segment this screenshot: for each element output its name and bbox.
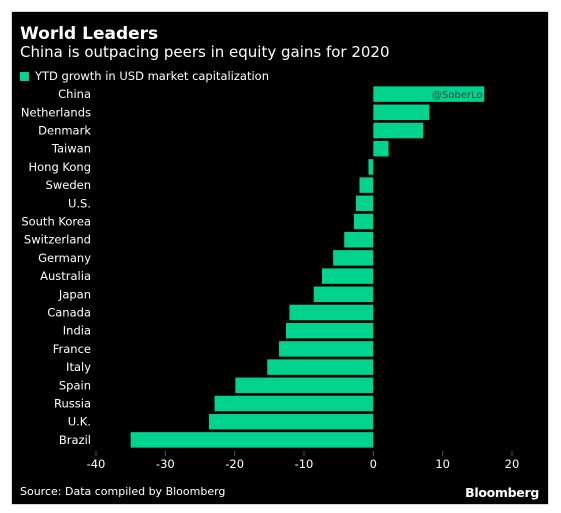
bar [359, 177, 374, 193]
category-label: Sweden [46, 178, 91, 192]
category-label: Australia [40, 269, 91, 283]
category-label: India [63, 324, 91, 338]
category-label: Russia [54, 397, 91, 411]
bar [289, 304, 374, 321]
bar [209, 413, 374, 430]
x-tick-label: 10 [435, 457, 450, 471]
category-label: Taiwan [51, 142, 91, 156]
bar [313, 286, 374, 303]
x-tick-label: -20 [225, 457, 244, 471]
bar [267, 359, 374, 375]
chart-subtitle: China is outpacing peers in equity gains… [20, 43, 390, 61]
bar [130, 432, 374, 448]
category-label: Netherlands [21, 105, 91, 119]
category-label: Hong Kong [28, 160, 91, 174]
bar [373, 122, 424, 139]
source-note: Source: Data compiled by Bloomberg [20, 485, 226, 498]
legend: YTD growth in USD market capitalization [20, 69, 269, 83]
category-label: Denmark [38, 124, 91, 138]
x-tick-label: 0 [370, 457, 377, 471]
bar [373, 140, 389, 157]
category-label: Canada [47, 306, 91, 320]
category-label: China [58, 87, 91, 101]
bar [353, 213, 374, 230]
bar [368, 159, 374, 175]
category-label: U.S. [68, 196, 91, 210]
bloomberg-logo: Bloomberg [465, 485, 539, 500]
category-label: Spain [59, 378, 91, 392]
category-label: France [53, 342, 91, 356]
bar [279, 341, 374, 357]
x-tick-label: -10 [295, 457, 314, 471]
chart-title: World Leaders [20, 24, 159, 44]
category-label: Brazil [59, 433, 91, 447]
category-label: U.K. [68, 415, 91, 429]
x-tick-label: 20 [505, 457, 520, 471]
bar [322, 268, 374, 284]
legend-label: YTD growth in USD market capitalization [35, 69, 269, 83]
watermark-text: @SoberLo [432, 90, 483, 101]
bar [344, 231, 374, 248]
legend-swatch [20, 71, 29, 81]
category-label: Japan [58, 287, 91, 301]
category-label: South Korea [21, 215, 91, 229]
bar [373, 104, 430, 121]
bar [373, 86, 485, 102]
bar [333, 250, 374, 266]
x-tick-label: -30 [156, 457, 175, 471]
category-label: Italy [66, 360, 91, 374]
x-tick-label: -40 [87, 457, 106, 471]
category-label: Germany [38, 251, 91, 265]
bar [285, 322, 374, 339]
bar [235, 377, 374, 394]
bar [214, 395, 374, 412]
bar [356, 195, 374, 212]
category-label: Switzerland [24, 233, 91, 247]
